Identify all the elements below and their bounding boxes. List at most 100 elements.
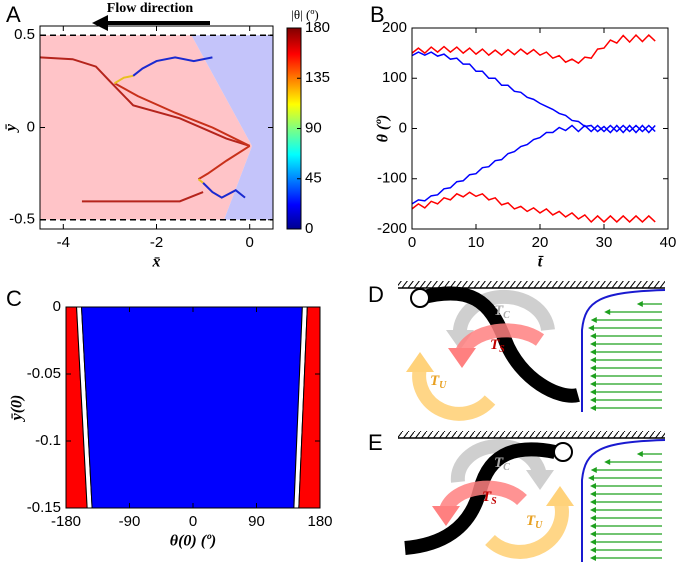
torque-label: TS [490,337,505,355]
torque-arrow [452,289,555,337]
x-tick-label: 90 [248,513,265,530]
x-tick-label: 180 [307,513,332,530]
arrow-head [432,506,460,526]
torque-label: TU [430,373,447,391]
flow-arrow-head [590,467,597,473]
x-tick-label: -2 [150,234,163,251]
flow-arrow-head [590,483,596,489]
x-tick-label: 0 [189,513,197,530]
y-tick-label: -0.05 [27,365,61,382]
annotation: Flow direction [107,1,194,16]
flow-arrow-head [590,539,596,545]
y-tick-label: 0.5 [14,26,35,43]
x-axis-label: θ(0) (º) [170,533,216,550]
arrow-head [446,330,474,350]
flow-arrow-head [588,325,595,331]
flow-arrow-head [590,317,597,323]
panel-label: B [370,2,385,27]
head [410,288,430,308]
diagram-e: TC TS TU [398,431,666,562]
trajectory [114,82,251,147]
flow-arrow-head [590,373,596,379]
x-tick-label: 30 [596,234,613,251]
wall-hatch [398,431,665,438]
flow-arrow-head [590,491,596,497]
flow-arrow-head [590,405,596,411]
y-tick-label: -0.15 [27,499,61,516]
torque-label: TC [494,303,510,321]
region [191,35,273,220]
y-axis-label: ȳ [3,123,20,133]
head [553,442,573,462]
y-tick-label: 200 [382,19,407,36]
flow-arrow-head [590,507,596,513]
flow-arrow-head [588,475,595,481]
x-tick-label: -180 [51,513,81,530]
flow-arrow-head [590,547,596,553]
arrow-head [448,348,476,368]
velocity-profile [581,289,666,412]
panel-label: C [6,286,22,311]
torque-arrow [450,439,547,483]
flow-arrow-head [590,523,596,529]
colorbar-tick-label: 0 [305,220,313,237]
x-axis-label: x̄ [152,254,161,271]
flow-arrow-head [636,451,643,457]
line [411,33,656,65]
flow-arrow-head [604,459,611,465]
region [80,306,303,509]
trajectory [39,56,251,147]
flow-arrow-head [604,309,611,315]
panel-label: E [368,430,383,455]
arrow-head [406,352,434,372]
trajectory [197,145,251,181]
torque-label: TS [482,489,497,507]
region [40,35,253,220]
trajectory [197,178,204,184]
trajectory [132,56,213,77]
torque-arrow [455,323,545,356]
flow-arrow-head [590,381,596,387]
y-tick-label: 0 [27,118,35,135]
flow-arrow-head [590,333,596,339]
flow-arrow-head [590,531,596,537]
arrow-head [546,486,574,506]
line [411,191,656,224]
velocity-profile [581,439,666,562]
y-tick-label: -0.5 [9,211,35,228]
colorbar-tick-label: 90 [305,119,322,136]
torque-arrow [439,480,527,513]
diagram-d: TC TS TU [398,281,666,421]
torque-label: TC [494,455,510,473]
x-tick-label: 20 [532,234,549,251]
line [411,124,656,205]
trajectory [114,74,134,85]
y-tick-label: 0 [399,119,407,136]
flow-arrow-head [636,301,643,307]
colorbar-tick-label: 135 [305,69,330,86]
x-tick-label: -4 [57,234,70,251]
y-tick-label: -200 [377,220,407,237]
wall-hatch [398,281,665,288]
y-tick-label: -0.1 [35,432,61,449]
flow-arrow-head [590,349,596,355]
x-tick-label: 0 [408,234,416,251]
x-tick-label: 10 [468,234,485,251]
flow-arrow-head [590,499,596,505]
flow-arrow-head [590,357,596,363]
torque-arrow [485,497,569,559]
flow-arrow-head [590,397,596,403]
trajectory [202,182,246,199]
flow-arrow-head [92,15,108,31]
y-axis-label: θ (º) [375,115,392,143]
line [411,51,656,134]
panel-label: A [6,2,21,27]
x-tick-label: 0 [246,234,254,251]
trajectory [81,191,204,203]
y-tick-label: 100 [382,69,407,86]
y-axis-label: ȳ(0) [9,395,26,423]
x-axis-label: t̄ [538,254,544,271]
flow-arrow-head [590,389,596,395]
